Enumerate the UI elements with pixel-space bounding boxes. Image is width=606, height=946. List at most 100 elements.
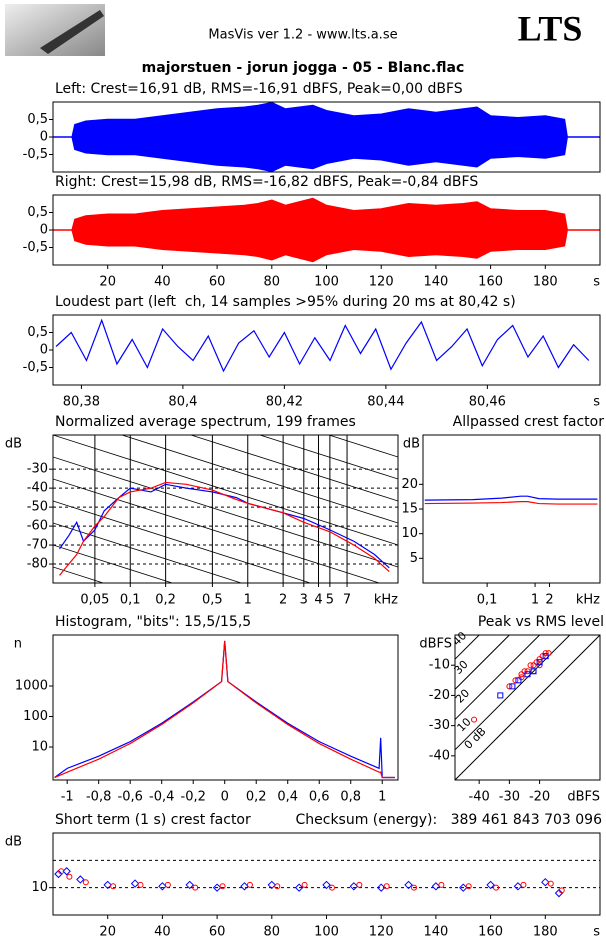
point xyxy=(558,887,565,894)
plot-frame xyxy=(52,634,399,781)
point xyxy=(524,671,531,678)
checksum: Checksum (energy): 389 461 843 703 096 xyxy=(295,812,602,828)
point xyxy=(486,880,495,890)
x-tick-label: 2 xyxy=(279,593,287,608)
y-tick-label: 15 xyxy=(401,502,418,517)
series-layer xyxy=(53,197,600,263)
series-layer xyxy=(53,435,398,583)
x-axis-label: kHz xyxy=(576,593,600,608)
x-tick-label: 160 xyxy=(478,275,503,290)
point xyxy=(158,882,167,891)
y-tick-label: 1000 xyxy=(15,679,48,694)
y-tick-label: 0 xyxy=(40,223,48,238)
x-tick-label: 60 xyxy=(209,925,226,940)
x-tick-label: 7 xyxy=(343,593,351,608)
x-tick-label: 80,4 xyxy=(168,395,197,410)
series-layer xyxy=(55,318,590,373)
x-tick-label: 80,42 xyxy=(266,395,303,410)
file-title: majorstuen - jorun jogga - 05 - Blanc.fl… xyxy=(142,60,465,76)
y-tick-label: -60 xyxy=(27,519,48,534)
x-tick-label: 160 xyxy=(478,925,503,940)
y-tick-label: -80 xyxy=(27,557,48,572)
x-tick-label: 120 xyxy=(369,275,394,290)
x-tick-label: 100 xyxy=(314,925,339,940)
x-tick-label: -20 xyxy=(529,790,550,805)
x-tick-label: 80,46 xyxy=(469,395,506,410)
x-tick-label: 40 xyxy=(154,925,171,940)
x-tick-label: 40 xyxy=(154,275,171,290)
x-tick-label: 180 xyxy=(533,925,558,940)
plot-frame xyxy=(52,314,601,386)
crest-diagonal xyxy=(455,635,510,690)
point xyxy=(328,884,335,891)
waveform xyxy=(53,197,600,263)
x-tick-label: 0,05 xyxy=(80,593,109,608)
point xyxy=(130,879,140,888)
point xyxy=(267,880,277,890)
point xyxy=(438,881,445,888)
point xyxy=(521,668,528,675)
x-axis-label: s xyxy=(593,275,600,290)
point xyxy=(493,884,500,891)
panel-title: Short term (1 s) crest factor xyxy=(55,812,251,828)
point xyxy=(274,883,281,890)
point xyxy=(103,880,112,890)
x-tick-label: -0,4 xyxy=(149,790,174,805)
diagonal-grid xyxy=(53,456,398,568)
x-axis-label: s xyxy=(593,395,600,410)
y-axis-label: dB xyxy=(5,437,22,452)
point xyxy=(512,677,519,684)
y-axis-label: dB xyxy=(5,835,22,850)
point xyxy=(137,881,144,888)
x-tick-label: 0,2 xyxy=(246,790,267,805)
x-tick-label: 0,2 xyxy=(155,593,176,608)
x-tick-label: 180 xyxy=(533,275,558,290)
point xyxy=(294,883,304,892)
series-layer xyxy=(54,640,395,779)
point xyxy=(536,656,543,663)
y-tick-label: -30 xyxy=(27,462,48,477)
x-tick-label: 0,1 xyxy=(120,593,141,608)
diagonal-grid xyxy=(258,435,398,480)
x-tick-label: 1 xyxy=(378,790,386,805)
x-tick-label: 80,44 xyxy=(367,395,404,410)
x-tick-label: -0,2 xyxy=(181,790,206,805)
plot-area xyxy=(53,315,600,385)
logo-text: LTS xyxy=(518,8,583,48)
point xyxy=(66,873,73,880)
diagonal-grid xyxy=(53,435,398,546)
diagonal-grid xyxy=(53,544,174,583)
x-tick-label: -0,6 xyxy=(118,790,143,805)
point xyxy=(219,883,226,890)
point xyxy=(509,683,516,690)
y-tick-label: -40 xyxy=(27,481,48,496)
x-tick-label: 140 xyxy=(423,275,448,290)
point xyxy=(506,683,513,690)
point xyxy=(542,653,549,660)
x-tick-label: 0,4 xyxy=(277,790,298,805)
x-tick-label: -0,8 xyxy=(86,790,111,805)
x-axis-label: kHz xyxy=(374,593,398,608)
plot-area xyxy=(53,635,398,780)
series-layer xyxy=(53,102,600,172)
x-tick-label: -1 xyxy=(61,790,74,805)
y-axis-label: dBFS xyxy=(419,637,452,652)
plot-frame xyxy=(52,434,399,584)
point xyxy=(192,884,199,891)
panel-title: Loudest part (left ch, 14 samples >95% d… xyxy=(55,294,516,310)
data-line xyxy=(59,481,390,576)
plot-frame xyxy=(52,194,601,266)
diagonal-grid xyxy=(53,500,312,583)
x-tick-label: 0,5 xyxy=(202,593,223,608)
crest-diagonal xyxy=(455,635,600,780)
y-tick-label: -0,5 xyxy=(23,240,48,255)
point xyxy=(518,674,525,681)
waveform xyxy=(53,102,600,172)
x-tick-label: 1 xyxy=(531,593,539,608)
x-tick-label: 80,38 xyxy=(63,395,100,410)
x-tick-label: -40 xyxy=(469,790,490,805)
y-axis-label: n xyxy=(14,637,22,652)
point xyxy=(58,868,65,875)
x-tick-label: 140 xyxy=(423,925,448,940)
